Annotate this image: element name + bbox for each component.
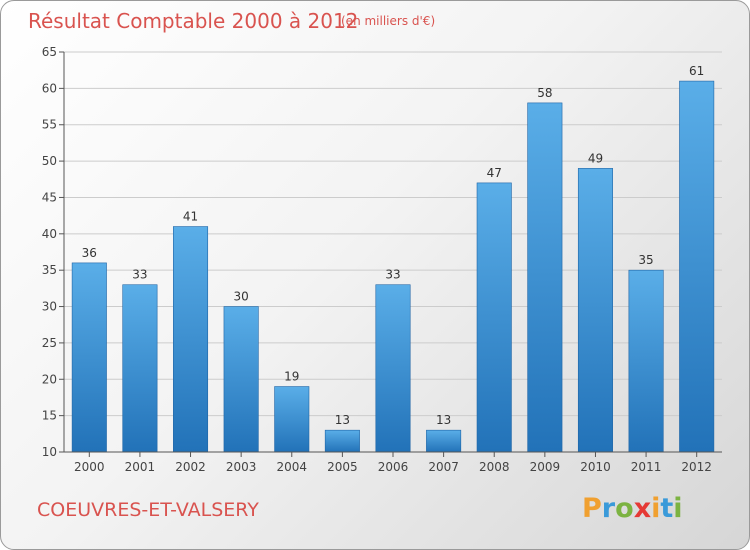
bar <box>628 269 664 453</box>
bar <box>577 168 613 453</box>
chart-subtitle: (en milliers d'€) <box>341 14 435 28</box>
bar <box>173 226 209 453</box>
bar <box>223 306 259 453</box>
proxiti-logo: Proxiti <box>582 493 683 524</box>
y-tick-label: 10 <box>42 445 57 459</box>
x-tick-label: 2003 <box>226 460 257 474</box>
bar-value-label: 13 <box>335 413 350 427</box>
x-axis-ticks: 2000 2001 2002 2003 2004 2005 2006 2007 2008 2009… <box>74 452 712 474</box>
y-tick-label: 25 <box>42 336 57 350</box>
bar <box>71 262 107 453</box>
y-tick-label: 30 <box>42 300 57 314</box>
y-tick-label: 20 <box>42 372 57 386</box>
y-tick-label: 45 <box>42 190 57 204</box>
commune-name: COEUVRES-ET-VALSERY <box>37 499 259 521</box>
bar-value-label: 41 <box>183 210 198 224</box>
y-tick-label: 40 <box>42 227 57 241</box>
bar <box>122 284 158 453</box>
bar-value-label: 33 <box>385 268 400 282</box>
bar <box>426 429 462 453</box>
logo-letter: r <box>602 493 616 524</box>
x-tick-label: 2012 <box>681 460 712 474</box>
chart-title: Résultat Comptable 2000 à 2012 <box>28 9 358 33</box>
bar <box>527 102 563 453</box>
x-tick-label: 2001 <box>125 460 156 474</box>
x-tick-label: 2007 <box>428 460 459 474</box>
bar-value-label: 58 <box>537 86 552 100</box>
logo-letter: x <box>634 493 651 524</box>
logo-letter: P <box>582 493 602 524</box>
y-tick-label: 55 <box>42 118 57 132</box>
x-tick-label: 2002 <box>175 460 206 474</box>
bar <box>274 386 310 453</box>
bar <box>679 80 715 453</box>
logo-letter: o <box>615 493 634 524</box>
y-tick-label: 65 <box>42 45 57 59</box>
bar-value-label: 19 <box>284 370 299 384</box>
bar-value-label: 49 <box>588 151 603 165</box>
x-tick-label: 2010 <box>580 460 611 474</box>
logo-letter: t <box>660 493 673 524</box>
bar-value-label: 30 <box>234 290 249 304</box>
value-labels: 36 33 41 30 19 13 33 13 47 58 49 35 61 <box>82 64 705 427</box>
bar <box>375 284 411 453</box>
y-axis-ticks: 10 15 20 25 30 35 40 45 50 55 60 65 <box>42 45 64 459</box>
logo-letter: i <box>673 493 682 524</box>
bar-value-label: 36 <box>82 246 97 260</box>
x-tick-label: 2011 <box>631 460 662 474</box>
bar <box>476 182 512 453</box>
axes <box>63 52 722 453</box>
y-tick-label: 35 <box>42 263 57 277</box>
bar-value-label: 33 <box>132 268 147 282</box>
bar-value-label: 35 <box>638 253 653 267</box>
logo-letter: i <box>651 493 660 524</box>
bar-value-label: 61 <box>689 64 704 78</box>
y-tick-label: 50 <box>42 154 57 168</box>
x-tick-label: 2004 <box>276 460 307 474</box>
x-tick-label: 2008 <box>479 460 510 474</box>
bar-value-label: 13 <box>436 413 451 427</box>
bar-value-label: 47 <box>487 166 502 180</box>
y-tick-label: 60 <box>42 81 57 95</box>
x-tick-label: 2005 <box>327 460 358 474</box>
x-tick-label: 2000 <box>74 460 105 474</box>
y-tick-label: 15 <box>42 409 57 423</box>
x-tick-label: 2006 <box>378 460 409 474</box>
bar <box>324 429 360 453</box>
bars <box>71 80 715 453</box>
x-tick-label: 2009 <box>530 460 561 474</box>
